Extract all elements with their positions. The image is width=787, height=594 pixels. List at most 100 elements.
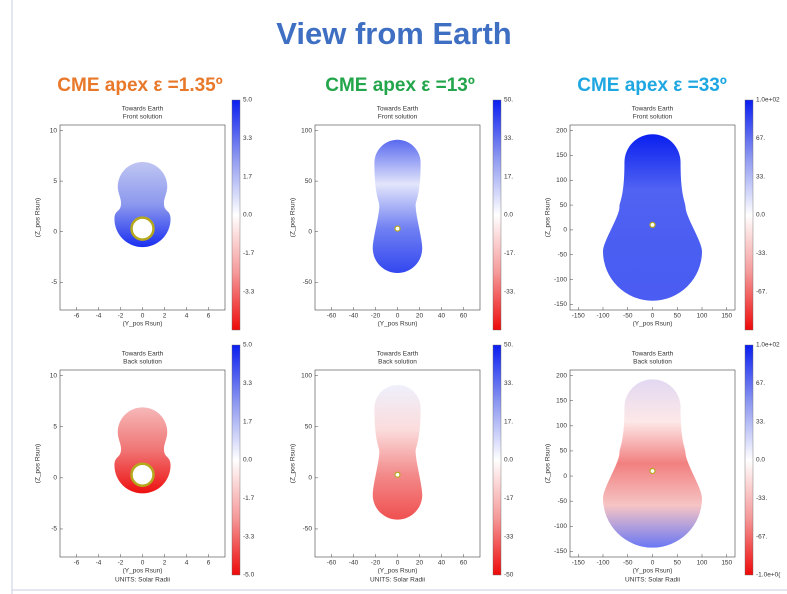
plot-title: Towards Earth (377, 106, 419, 113)
sun (395, 226, 400, 231)
colorbar-label: 0.0 (243, 457, 252, 464)
colorbar-label: 33. (504, 135, 513, 142)
y-tick-label: 10 (50, 127, 58, 134)
y-tick-label: -150 (554, 548, 567, 555)
colorbar (493, 100, 501, 330)
x-tick-label: -60 (327, 313, 337, 320)
y-tick-label: 5 (53, 178, 57, 185)
y-tick-label: -50 (558, 498, 568, 505)
y-tick-label: 150 (556, 397, 567, 404)
colorbar-label: 50. (504, 342, 513, 349)
column-header: CME apex ε =13º (325, 75, 475, 96)
colorbar-label: -17 (504, 495, 514, 502)
colorbar-label: -5.0 (243, 572, 255, 579)
x-axis-label: (Y_pos Rsun) (633, 568, 673, 575)
colorbar (493, 345, 501, 575)
cme-shape (373, 385, 423, 520)
x-tick-label: -20 (371, 560, 381, 567)
x-tick-label: 50 (674, 560, 682, 567)
colorbar-label: 3.3 (243, 380, 252, 387)
y-tick-label: 100 (301, 372, 312, 379)
colorbar-label: -1.7 (243, 495, 255, 502)
x-tick-label: -4 (96, 560, 102, 567)
y-tick-label: 0 (563, 473, 567, 480)
plot-title: Towards Earth (377, 351, 419, 358)
y-tick-label: 50 (560, 202, 568, 209)
x-tick-label: 0 (396, 313, 400, 320)
x-tick-label: 40 (438, 560, 446, 567)
colorbar (232, 345, 240, 575)
x-tick-label: 40 (438, 313, 446, 320)
colorbar-label: 67. (756, 380, 765, 387)
colorbar-label: -3.3 (243, 533, 255, 540)
y-tick-label: 0 (53, 475, 57, 482)
x-tick-label: -50 (623, 560, 633, 567)
y-tick-label: 0 (308, 475, 312, 482)
x-tick-label: 20 (416, 560, 424, 567)
y-axis-label: (Z_pos Rsun) (290, 198, 297, 237)
colorbar-label: 17. (504, 173, 513, 180)
colorbar-label: 0.0 (243, 212, 252, 219)
x-tick-label: 0 (651, 313, 655, 320)
colorbar-label: -1.7 (243, 250, 255, 257)
x-tick-label: 100 (697, 313, 708, 320)
y-tick-label: 0 (53, 228, 57, 235)
colorbar-label: 1.7 (243, 418, 252, 425)
plot-subtitle: Front solution (123, 114, 163, 121)
colorbar-label: 1.0e+02 (756, 97, 780, 104)
x-tick-label: 0 (396, 560, 400, 567)
y-tick-label: 50 (305, 178, 313, 185)
x-tick-label: -150 (572, 560, 585, 567)
colorbar-label: 67. (756, 135, 765, 142)
colorbar-label: -1.0e+0( (756, 572, 781, 579)
colorbar-label: 1.7 (243, 173, 252, 180)
y-tick-label: 100 (556, 177, 567, 184)
y-tick-label: -5 (51, 526, 57, 533)
sun (650, 468, 655, 473)
x-tick-label: 6 (207, 560, 211, 567)
y-tick-label: -50 (303, 279, 313, 286)
x-tick-label: -50 (623, 313, 633, 320)
plot-subtitle: Front solution (633, 114, 673, 121)
colorbar-label: 33. (756, 173, 765, 180)
plot-title: Towards Earth (632, 351, 674, 358)
x-tick-label: 2 (163, 560, 167, 567)
plot-subtitle: Back solution (633, 359, 672, 366)
colorbar (232, 100, 240, 330)
colorbar-label: -33. (756, 495, 767, 502)
colorbar (745, 345, 753, 575)
x-tick-label: 0 (141, 560, 145, 567)
y-axis-label: (Z_pos Rsun) (545, 198, 552, 237)
plot-subtitle: Back solution (123, 359, 162, 366)
colorbar-label: 33. (504, 380, 513, 387)
plot-subtitle: Back solution (378, 359, 417, 366)
y-tick-label: 0 (308, 228, 312, 235)
x-axis-label: (Y_pos Rsun) (378, 568, 418, 575)
y-axis-label: (Z_pos Rsun) (290, 444, 297, 483)
units-note: UNITS: Solar Radii (370, 577, 425, 584)
y-tick-label: 10 (50, 372, 58, 379)
x-tick-label: 2 (163, 313, 167, 320)
y-tick-label: 5 (53, 423, 57, 430)
colorbar-label: -33. (756, 250, 767, 257)
y-tick-label: 50 (560, 448, 568, 455)
x-tick-label: -40 (349, 313, 359, 320)
y-tick-label: -100 (554, 523, 567, 530)
colorbar-label: 0.0 (504, 212, 513, 219)
x-axis-label: (Y_pos Rsun) (123, 568, 163, 575)
colorbar-label: 0.0 (504, 457, 513, 464)
x-axis-label: (Y_pos Rsun) (378, 321, 418, 328)
slide-title: View from Earth (276, 16, 511, 51)
sun (132, 218, 154, 240)
x-tick-label: 6 (207, 313, 211, 320)
colorbar-label: -17. (504, 250, 515, 257)
colorbar-label: 50. (504, 97, 513, 104)
plot-title: Towards Earth (632, 106, 674, 113)
plot-subtitle: Front solution (378, 114, 418, 121)
colorbar-label: 17. (504, 418, 513, 425)
x-tick-label: -6 (74, 313, 80, 320)
x-tick-label: -2 (118, 313, 124, 320)
plot-title: Towards Earth (122, 351, 164, 358)
colorbar-label: 5.0 (243, 97, 252, 104)
x-tick-label: 0 (651, 560, 655, 567)
